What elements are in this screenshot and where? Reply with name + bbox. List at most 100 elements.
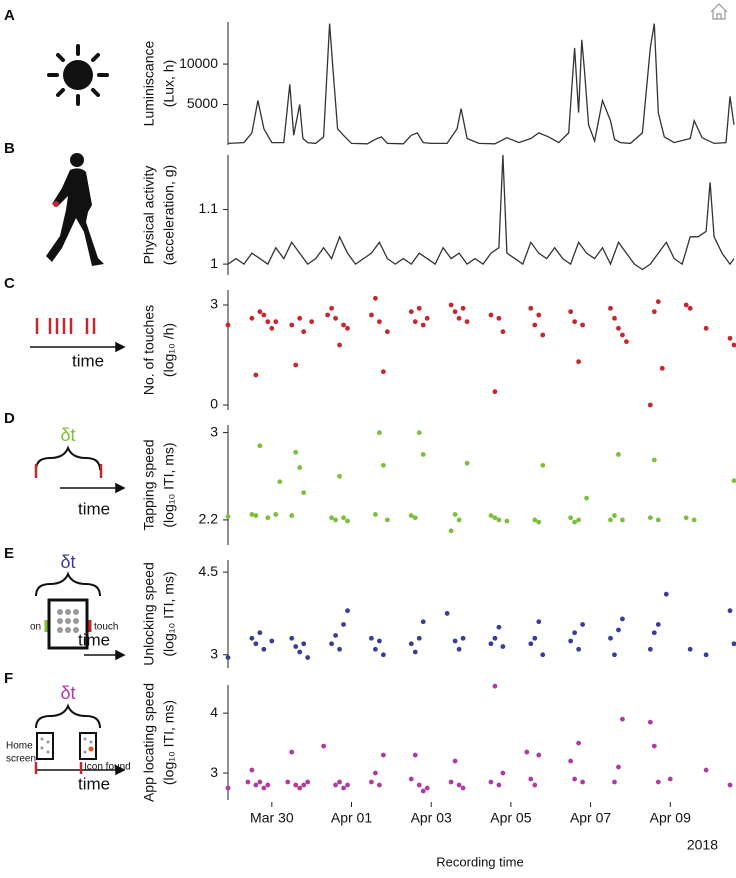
data-point (460, 305, 466, 311)
y-axis-label: (log₁₀ ITI, ms) (161, 700, 177, 785)
data-point (384, 517, 390, 523)
data-point (488, 513, 494, 518)
data-point (301, 641, 307, 647)
data-point (524, 749, 530, 755)
data-point (337, 779, 342, 785)
data-point (580, 622, 585, 627)
data-point (532, 517, 538, 523)
y-tick-label: 3 (210, 296, 218, 312)
data-point (249, 635, 255, 641)
data-point (608, 517, 613, 523)
data-point (293, 644, 299, 649)
illustration-label: time (72, 351, 104, 370)
home-icon[interactable] (710, 3, 728, 20)
y-axis-label: (acceleration, g) (161, 165, 177, 265)
data-point (416, 430, 422, 436)
data-point (687, 305, 693, 311)
data-point (249, 512, 255, 517)
panel-label: A (4, 7, 15, 24)
data-point (329, 305, 334, 311)
data-point (500, 644, 506, 649)
data-point (727, 335, 733, 341)
data-point (253, 513, 259, 518)
data-point (337, 473, 342, 479)
illustration-label: δt (60, 683, 75, 703)
data-point (576, 517, 582, 523)
data-point (321, 743, 327, 749)
data-point (536, 752, 542, 758)
data-point (532, 322, 538, 328)
data-point (329, 641, 334, 647)
data-point (532, 635, 538, 641)
data-point (703, 652, 709, 658)
data-point (464, 319, 470, 325)
data-point (373, 512, 378, 517)
y-axis-label: No. of touches (141, 305, 157, 395)
data-point (731, 342, 736, 348)
y-tick-label: 3 (210, 764, 218, 780)
data-point (333, 315, 338, 321)
data-point (377, 638, 382, 644)
data-point (253, 641, 259, 647)
data-point (500, 329, 506, 335)
time-arrow (30, 341, 126, 776)
y-axis-label: Unlocking speed (141, 562, 157, 666)
data-point (333, 633, 338, 638)
interval-bracket (35, 703, 101, 729)
data-point (377, 782, 382, 788)
data-point (416, 305, 422, 311)
data-point (301, 782, 307, 788)
data-point (659, 365, 665, 371)
data-point (337, 342, 342, 348)
data-point (683, 515, 689, 521)
data-point (568, 515, 574, 521)
data-point (584, 495, 589, 501)
data-point (265, 319, 271, 325)
data-point (448, 302, 454, 308)
data-point (329, 515, 334, 521)
data-point (452, 512, 458, 517)
data-point (289, 513, 295, 518)
illustration-label: time (78, 774, 110, 793)
data-point (492, 683, 498, 689)
data-point (289, 635, 295, 641)
data-point (572, 776, 578, 782)
y-axis-label: Tapping speed (141, 439, 157, 530)
data-point (341, 785, 346, 791)
illustration-label: time (78, 630, 110, 649)
panel-label: D (4, 410, 15, 427)
data-point (452, 758, 458, 764)
panel-label: F (4, 670, 13, 687)
data-point (576, 359, 582, 365)
data-point (420, 322, 426, 328)
data-point (377, 430, 382, 436)
data-point (408, 513, 414, 518)
data-point (651, 457, 657, 463)
y-tick-label: 10000 (179, 55, 218, 71)
data-point (608, 635, 613, 641)
phone-icon (44, 598, 92, 650)
data-point (333, 517, 338, 523)
data-point (500, 770, 506, 776)
y-tick-label: 4 (210, 704, 218, 720)
data-point (504, 518, 510, 524)
data-point (580, 322, 585, 328)
data-point (536, 519, 542, 525)
y-tick-label: 4.5 (199, 563, 219, 579)
data-point (261, 646, 267, 652)
data-point (727, 608, 733, 614)
data-point (269, 638, 275, 644)
x-axis-label: Recording time (436, 854, 523, 869)
data-point (416, 635, 422, 641)
y-tick-label: 3 (210, 423, 218, 439)
data-point (496, 624, 502, 630)
data-point (369, 779, 374, 785)
data-point (341, 322, 346, 328)
data-point (663, 591, 669, 597)
data-point (333, 782, 338, 788)
illustration-label: on (30, 622, 41, 633)
data-point (540, 462, 546, 468)
data-point (496, 782, 502, 788)
y-tick-label: 0 (210, 396, 218, 412)
data-point (452, 309, 458, 315)
